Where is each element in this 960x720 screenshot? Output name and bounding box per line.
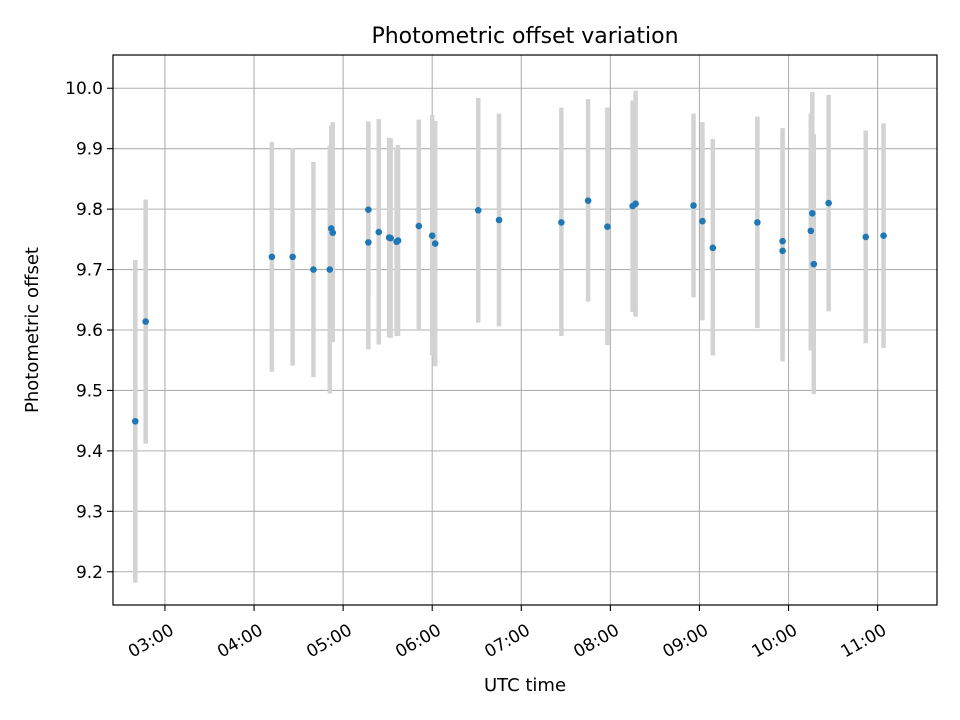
- data-point: [779, 247, 786, 255]
- data-point: [329, 229, 337, 236]
- data-point: [862, 233, 870, 241]
- data-point: [474, 207, 482, 214]
- x-axis-label: UTC time: [484, 675, 566, 696]
- data-point: [584, 197, 592, 204]
- y-tick-label: 9.4: [76, 442, 103, 462]
- data-point: [142, 318, 149, 325]
- y-tick-label: 9.8: [76, 200, 103, 220]
- y-tick-label: 9.9: [76, 140, 103, 160]
- data-point: [428, 232, 436, 240]
- data-point: [394, 237, 402, 244]
- y-tick-label: 9.3: [76, 502, 103, 522]
- data-point: [365, 206, 372, 214]
- y-tick-label: 9.6: [76, 321, 103, 341]
- data-point: [779, 237, 786, 245]
- data-point: [754, 219, 761, 226]
- data-point: [808, 210, 816, 217]
- data-point: [365, 239, 372, 246]
- data-point: [699, 217, 706, 225]
- data-point: [268, 253, 276, 261]
- chart-title: Photometric offset variation: [371, 24, 678, 49]
- data-point: [375, 228, 383, 236]
- data-point: [690, 202, 697, 209]
- data-point: [431, 240, 439, 247]
- data-point: [632, 200, 639, 207]
- data-point: [810, 260, 818, 268]
- y-tick-label: 9.2: [76, 563, 103, 583]
- y-axis-label: Photometric offset: [22, 247, 43, 413]
- data-point: [387, 234, 394, 242]
- data-point: [709, 244, 717, 252]
- data-point: [326, 266, 334, 273]
- data-point: [825, 199, 832, 207]
- y-tick-label: 9.7: [76, 261, 103, 281]
- data-points: [131, 197, 887, 425]
- data-point: [880, 232, 887, 240]
- y-tick-label: 9.5: [76, 381, 103, 401]
- data-point: [131, 417, 139, 425]
- data-point: [604, 223, 611, 230]
- y-tick-label: 10.0: [65, 79, 103, 99]
- data-point: [415, 222, 423, 230]
- grid: [113, 55, 937, 605]
- data-point: [807, 227, 815, 235]
- data-point: [495, 216, 503, 224]
- data-point: [310, 266, 317, 273]
- data-point: [289, 253, 296, 261]
- data-point: [558, 219, 565, 226]
- y-axis-ticks: 9.2 9.3 9.4 9.5 9.6 9.7 9.8 9.9 10.0: [65, 79, 113, 583]
